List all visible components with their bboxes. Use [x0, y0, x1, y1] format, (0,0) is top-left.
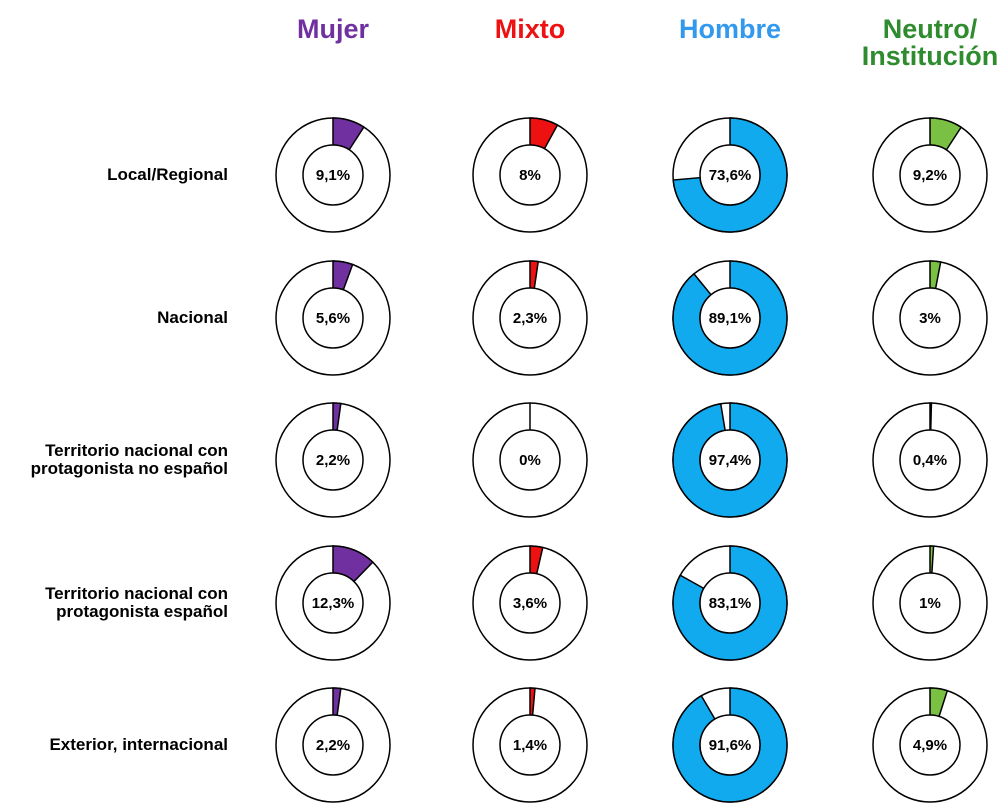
value-label: 73,6%: [709, 167, 752, 184]
series-header: Hombre: [678, 14, 781, 44]
value-label: 3,6%: [513, 595, 547, 612]
donut-hole: [899, 572, 961, 634]
value-label: 12,3%: [312, 595, 355, 612]
donut-hole: [499, 429, 561, 491]
donut-hole: [699, 429, 761, 491]
value-label: 91,6%: [709, 737, 752, 754]
donut-hole: [699, 714, 761, 776]
value-label: 8%: [519, 167, 541, 184]
value-label: 0,4%: [913, 452, 947, 469]
row-label: Local/Regional: [107, 165, 228, 184]
value-label: 9,1%: [316, 167, 350, 184]
series-header: Mixto: [494, 14, 566, 44]
row-label: Exterior, internacional: [49, 735, 228, 754]
donut-hole: [699, 144, 761, 206]
donut-hole: [899, 287, 961, 349]
value-label: 5,6%: [316, 310, 350, 327]
row-label: Nacional: [157, 308, 228, 327]
value-label: 1,4%: [513, 737, 547, 754]
donut-hole: [302, 572, 364, 634]
row-label: Territorio nacional con protagonista esp…: [45, 584, 228, 621]
value-label: 1%: [919, 595, 941, 612]
donut-hole: [302, 429, 364, 491]
donut-hole: [302, 144, 364, 206]
value-label: 97,4%: [709, 452, 752, 469]
value-label: 89,1%: [709, 310, 752, 327]
donut-hole: [899, 144, 961, 206]
value-label: 3%: [919, 310, 941, 327]
value-label: 83,1%: [709, 595, 752, 612]
series-header: Neutro/ Institución: [861, 14, 999, 71]
donut-hole: [499, 572, 561, 634]
donut-hole: [499, 714, 561, 776]
donut-hole: [899, 429, 961, 491]
series-header: Mujer: [296, 14, 369, 44]
value-label: 4,9%: [913, 737, 947, 754]
donut-hole: [302, 287, 364, 349]
donut-hole: [899, 714, 961, 776]
value-label: 2,2%: [316, 737, 350, 754]
donut-hole: [302, 714, 364, 776]
row-label: Territorio nacional con protagonista no …: [30, 441, 228, 478]
value-label: 2,3%: [513, 310, 547, 327]
value-label: 9,2%: [913, 167, 947, 184]
donut-hole: [699, 572, 761, 634]
donut-hole: [499, 144, 561, 206]
value-label: 0%: [519, 452, 541, 469]
donut-hole: [499, 287, 561, 349]
donut-hole: [699, 287, 761, 349]
donut-wedge: [929, 402, 933, 431]
value-label: 2,2%: [316, 452, 350, 469]
